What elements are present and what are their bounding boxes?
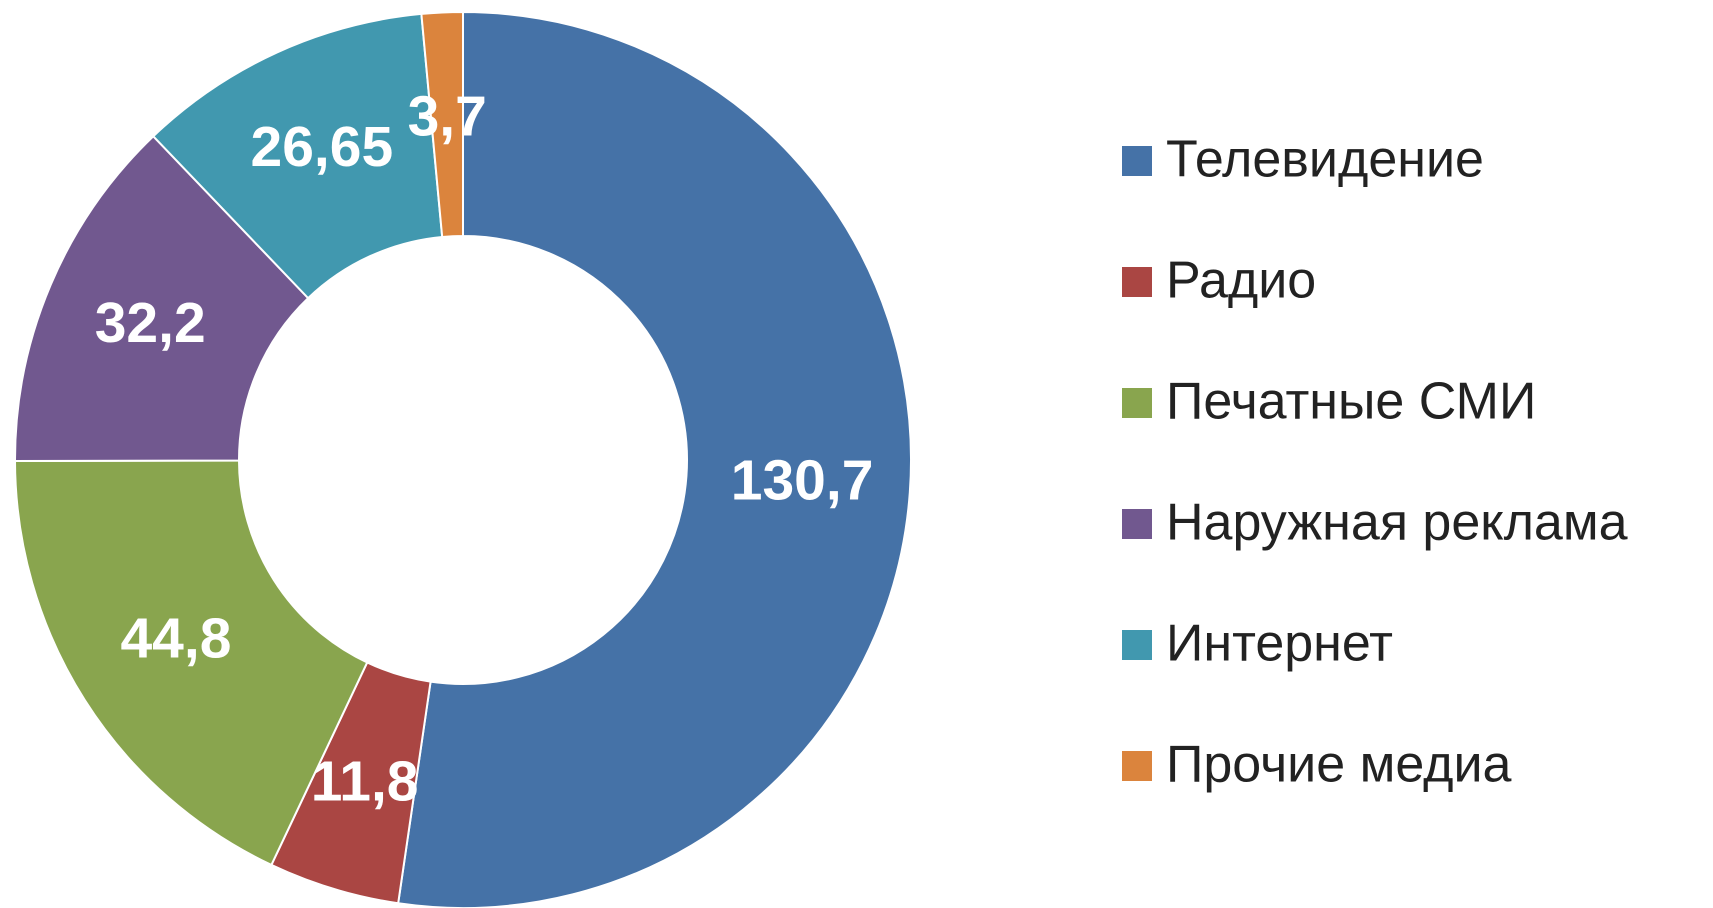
legend-label: Наружная реклама (1166, 494, 1628, 552)
donut-slice (420, 10, 464, 239)
legend-label: Интернет (1166, 615, 1393, 673)
legend-swatch (1122, 388, 1152, 418)
legend-swatch (1122, 751, 1152, 781)
donut-slice (397, 10, 912, 908)
legend-label: Телевидение (1166, 131, 1484, 189)
legend-label: Радио (1166, 252, 1316, 310)
data-label: 11,8 (311, 750, 419, 814)
donut-slice (13, 459, 369, 867)
data-label: 130,7 (731, 449, 874, 513)
legend-swatch (1122, 509, 1152, 539)
data-label: 32,2 (95, 291, 206, 355)
legend-label: Прочие медиа (1166, 736, 1511, 794)
data-label: 44,8 (120, 606, 231, 670)
legend-label: Печатные СМИ (1166, 373, 1536, 431)
legend-swatch (1122, 146, 1152, 176)
legend-swatch (1122, 267, 1152, 297)
donut-slice (14, 134, 310, 462)
legend-swatch (1122, 630, 1152, 660)
data-label: 3,7 (408, 84, 487, 148)
donut-slice (151, 12, 444, 300)
data-label: 26,65 (251, 115, 394, 179)
